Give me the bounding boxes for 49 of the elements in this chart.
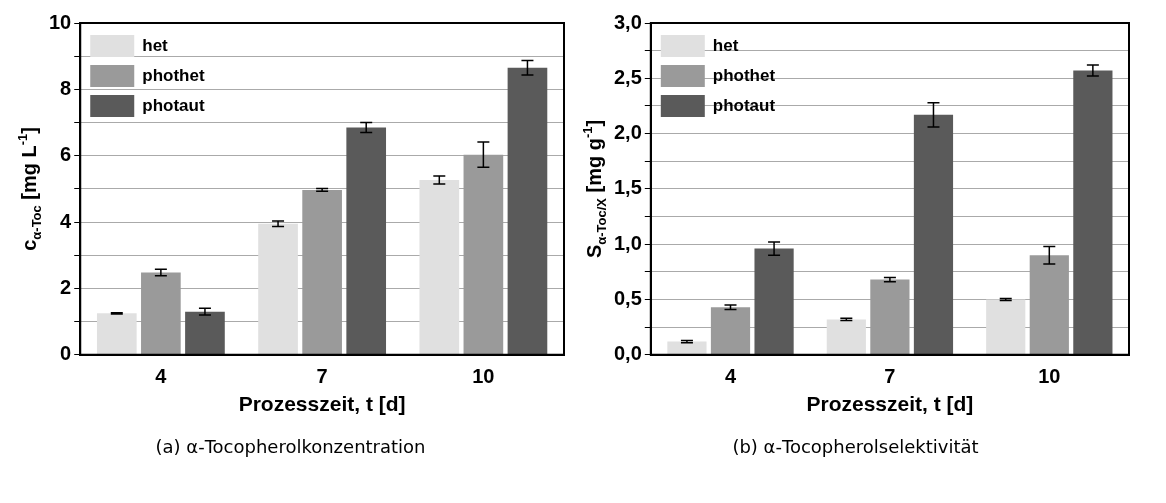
y-tick-label: 0,5: [613, 287, 642, 310]
y-axis-title: cα-Toc [mg L-1]: [14, 126, 44, 251]
bar: [986, 299, 1026, 355]
bar: [754, 248, 794, 355]
legend-label: het: [712, 35, 739, 55]
bar: [346, 127, 387, 355]
x-tick-label: 7: [884, 365, 896, 388]
bar: [141, 272, 181, 355]
bar: [667, 341, 707, 355]
y-tick-label: 2,0: [613, 121, 642, 144]
bar: [826, 319, 866, 355]
bar: [870, 279, 910, 355]
legend-label: het: [142, 35, 169, 55]
x-tick-label: 10: [472, 365, 495, 388]
y-axis-title: Sα-Toc/X [mg g-1]: [579, 119, 609, 259]
x-tick-label: 10: [1038, 365, 1061, 388]
legend-label: phothet: [712, 65, 776, 85]
text: (b) α-Tocopherolselektivität: [731, 436, 980, 457]
bar: [507, 67, 548, 355]
x-tick-label: 7: [316, 365, 328, 388]
bar: [710, 307, 751, 355]
x-axis-title: Prozesszeit, t [d]: [806, 392, 974, 416]
bar: [185, 311, 225, 355]
bar: [913, 114, 954, 355]
text: (a) α-Tocopherolkonzentration: [154, 436, 427, 457]
y-tick-label: 3,0: [613, 10, 642, 33]
legend-label: photaut: [712, 95, 776, 115]
y-tick-label: 6: [60, 143, 72, 166]
y-tick-label: 0,0: [613, 342, 642, 365]
y-tick-label: 1,5: [613, 176, 642, 199]
bar: [419, 179, 460, 355]
y-tick-label: 2,5: [613, 65, 642, 88]
y-tick-label: 8: [60, 76, 72, 99]
y-tick-label: 1,0: [613, 231, 642, 254]
y-tick-label: 2: [60, 275, 72, 298]
x-tick-label: 4: [724, 365, 737, 388]
bar: [302, 189, 342, 355]
bar: [463, 154, 504, 355]
bar: [1073, 70, 1113, 355]
legend-label: phothet: [142, 65, 205, 85]
y-tick-label: 10: [49, 10, 72, 33]
y-tick-label: 0: [60, 342, 72, 365]
bar: [96, 313, 137, 355]
x-tick-label: 4: [155, 365, 168, 388]
legend-label: photaut: [142, 95, 205, 115]
bar: [258, 223, 298, 355]
y-tick-label: 4: [60, 209, 73, 232]
bar: [1029, 255, 1069, 355]
x-axis-title: Prozesszeit, t [d]: [238, 392, 406, 416]
